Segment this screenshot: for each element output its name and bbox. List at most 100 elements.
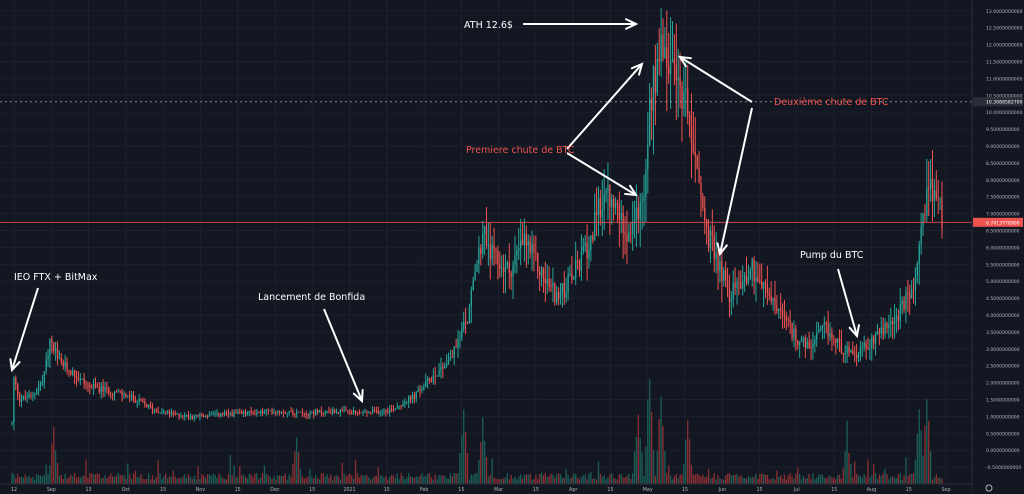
candle-body [125,394,127,398]
x-tick-label: 15 [757,487,763,493]
candle-body [673,59,676,65]
candle-body [939,198,941,200]
candle-body [675,64,677,80]
candle-body [438,370,440,376]
candle-body [417,389,419,392]
volume-bar [425,475,427,484]
axis-corner[interactable] [985,484,993,492]
settings-icon[interactable] [985,484,993,492]
volume-bar [702,474,704,484]
candle-body [590,235,592,250]
candle-body [204,415,207,417]
candle-body [311,412,313,414]
candle-body [890,321,892,325]
volume-bar [618,474,621,484]
volume-bar [132,473,135,484]
candle-body [239,411,241,413]
candle-body [72,370,74,375]
candle-body [89,385,91,388]
candle-body [738,281,740,283]
candle-body [658,58,660,62]
volume-bar [573,473,575,484]
y-tick-label: 4.5000000000 [986,296,1020,302]
candle-body [901,300,903,305]
x-axis: 12 Sep 13 Oct 15 Nov 15 Dec 15 2021 15 Feb 15 Mar 15 Ap… [0,483,972,494]
volume-bar [354,459,357,484]
volume-bar [578,479,581,484]
candle-body [149,404,152,407]
volume-bar [210,475,212,484]
candle-body [360,412,362,414]
candle-body [493,244,495,251]
volume-bar [888,479,890,484]
candle-body [586,242,588,259]
candle-body [480,248,482,254]
candle-body [567,274,569,293]
candle-body [603,194,605,210]
candle-body [18,394,21,402]
candle-body [111,394,114,396]
volume-bar [129,474,131,484]
candle-body [49,339,51,356]
volume-bar [127,463,129,484]
y-tick-label: -0.5000000000 [986,465,1021,471]
candle-body [618,203,621,220]
volume-bar [897,474,900,484]
candle-body [172,412,174,414]
candle-body [937,198,939,200]
candle-body [121,392,123,396]
candle-body [159,412,161,414]
candle-body [501,268,503,269]
volume-bar [440,475,442,484]
volume-bar [624,477,626,484]
volume-bar [502,478,505,484]
volume-bar [208,474,211,484]
volume-bar [506,473,509,484]
volume-bar [907,476,909,484]
candle-body [396,406,398,409]
volume-bar [612,477,615,484]
candle-body [248,411,250,414]
volume-bar [303,478,305,484]
volume-bar [70,474,72,484]
volume-bar [136,476,138,484]
candle-body [36,390,38,394]
volume-bar [265,473,267,484]
candle-body [580,251,583,272]
volume-bar [474,473,476,484]
volume-bar [457,473,459,484]
candle-body [68,369,70,372]
volume-bar [32,476,34,484]
arrow-head [678,55,692,68]
candle-body [444,365,446,369]
volume-bar [838,474,841,484]
volume-bar [394,478,397,484]
annotation-pump: Pump du BTC [800,250,864,261]
volume-bar [890,476,892,484]
volume-bar [848,452,850,484]
arrow-head [9,358,21,373]
candle-body [370,411,372,413]
candle-body [485,226,488,246]
volume-bar [455,473,457,484]
volume-bar [402,475,404,484]
volume-bar [248,473,250,484]
volume-bar [491,458,493,484]
volume-bar [905,457,907,484]
candle-body [561,282,564,293]
candle-body [681,86,683,110]
x-tick-label: 15 [309,487,315,493]
volume-bar [675,474,677,484]
volume-bar [85,459,87,484]
candle-body [827,324,829,338]
volume-bar [26,477,28,484]
volume-bar [39,475,42,484]
volume-bar [535,474,537,484]
volume-bar [554,477,556,484]
volume-bar [711,477,714,484]
volume-bar [523,475,526,484]
candle-body [457,338,459,348]
volume-bar [237,476,239,484]
candle-body [761,282,763,289]
